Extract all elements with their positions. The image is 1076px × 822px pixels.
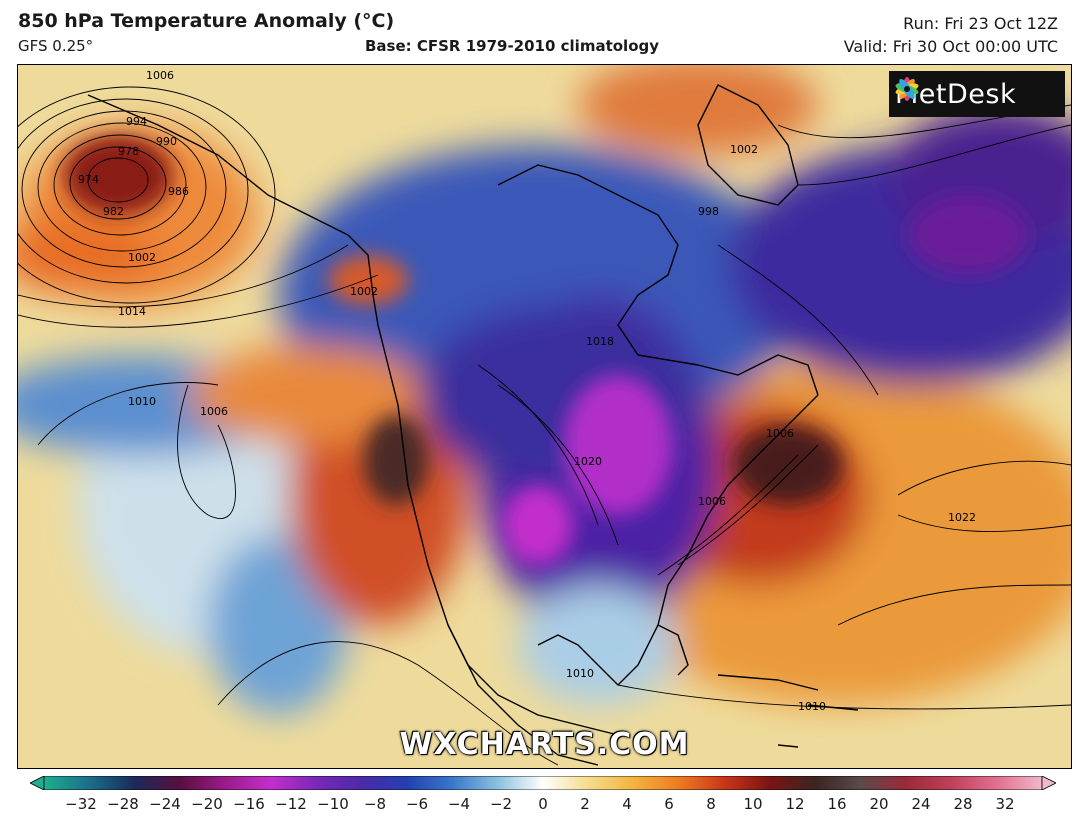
isobar-label: 1022 — [948, 511, 976, 524]
isobar-label: 974 — [78, 173, 99, 186]
isobar-label: 986 — [168, 185, 189, 198]
metdesk-flower-icon — [895, 77, 919, 101]
colorbar-tick-label: −2 — [489, 795, 513, 813]
colorbar-tick-label: −28 — [107, 795, 139, 813]
coastlines — [87, 84, 859, 766]
colorbar-tick-label: 10 — [743, 795, 763, 813]
metdesk-logo: MetDesk — [889, 71, 1065, 117]
climatology-base: Base: CFSR 1979-2010 climatology — [365, 37, 660, 55]
colorbar-tick-label: 0 — [538, 795, 548, 813]
anomaly-map: 994 990 986 982 978 974 1006 1002 1014 1… — [17, 64, 1072, 769]
isobar-label: 1014 — [118, 305, 146, 318]
isobars — [18, 86, 1071, 766]
colorbar-gradient — [43, 776, 1043, 790]
isobar-label: 998 — [698, 205, 719, 218]
colorbar-tick-label: −24 — [149, 795, 181, 813]
isobar-label: 978 — [118, 145, 139, 158]
colorbar-tick-label: −6 — [405, 795, 429, 813]
isobar-label: 1010 — [798, 700, 826, 713]
colorbar-tick-label: 24 — [911, 795, 931, 813]
isobar-label: 1002 — [730, 143, 758, 156]
colorbar-min-arrow — [30, 776, 45, 790]
isobar-label: 1006 — [698, 495, 726, 508]
isobar-label: 1006 — [200, 405, 228, 418]
isobar-label: 1010 — [566, 667, 594, 680]
valid-time: Valid: Fri 30 Oct 00:00 UTC — [843, 37, 1058, 56]
isobar-label: 1010 — [128, 395, 156, 408]
isobar-label: 1002 — [128, 251, 156, 264]
wxcharts-watermark: WXCHARTS.COM — [399, 727, 690, 762]
colorbar-tick-label: −12 — [275, 795, 307, 813]
isobar-label: 990 — [156, 135, 177, 148]
colorbar-max-arrow — [1041, 776, 1056, 790]
colorbar-tick-label: −8 — [363, 795, 387, 813]
anomaly-field: 994 990 986 982 978 974 1006 1002 1014 1… — [18, 65, 1071, 768]
chart-title: 850 hPa Temperature Anomaly (°C) — [18, 10, 395, 32]
colorbar-tick-label: 6 — [664, 795, 674, 813]
colorbar-tick-label: 8 — [706, 795, 716, 813]
colorbar-tick-label: 2 — [580, 795, 590, 813]
isobar-label: 1006 — [146, 69, 174, 82]
colorbar-tick-labels: −32 −28 −24 −20 −16 −12 −10 −8 −6 −4 −2 0 2 4 6 8 10 12 16… — [0, 795, 1076, 815]
colorbar — [30, 776, 1056, 790]
colorbar-tick-label: −20 — [191, 795, 223, 813]
isobar-label: 1018 — [586, 335, 614, 348]
colorbar-tick-label: 28 — [953, 795, 973, 813]
colorbar-tick-label: 4 — [622, 795, 632, 813]
colorbar-tick-label: 20 — [869, 795, 889, 813]
isobar-label: 982 — [103, 205, 124, 218]
colorbar-tick-label: −10 — [317, 795, 349, 813]
colorbar-tick-label: 12 — [785, 795, 805, 813]
isobar-label: 1020 — [574, 455, 602, 468]
colorbar-tick-label: −16 — [233, 795, 265, 813]
colorbar-tick-label: −4 — [447, 795, 471, 813]
isobar-label: 1006 — [766, 427, 794, 440]
colorbar-tick-label: −32 — [65, 795, 97, 813]
colorbar-tick-label: 16 — [827, 795, 847, 813]
isobar-label: 1002 — [350, 285, 378, 298]
colorbar-tick-label: 32 — [995, 795, 1015, 813]
model-name: GFS 0.25° — [18, 37, 94, 55]
colorbar-scale — [30, 776, 1056, 790]
isobar-label: 994 — [126, 115, 147, 128]
run-time: Run: Fri 23 Oct 12Z — [903, 14, 1058, 33]
isobar-labels: 994 990 986 982 978 974 1006 1002 1014 1… — [78, 69, 976, 713]
